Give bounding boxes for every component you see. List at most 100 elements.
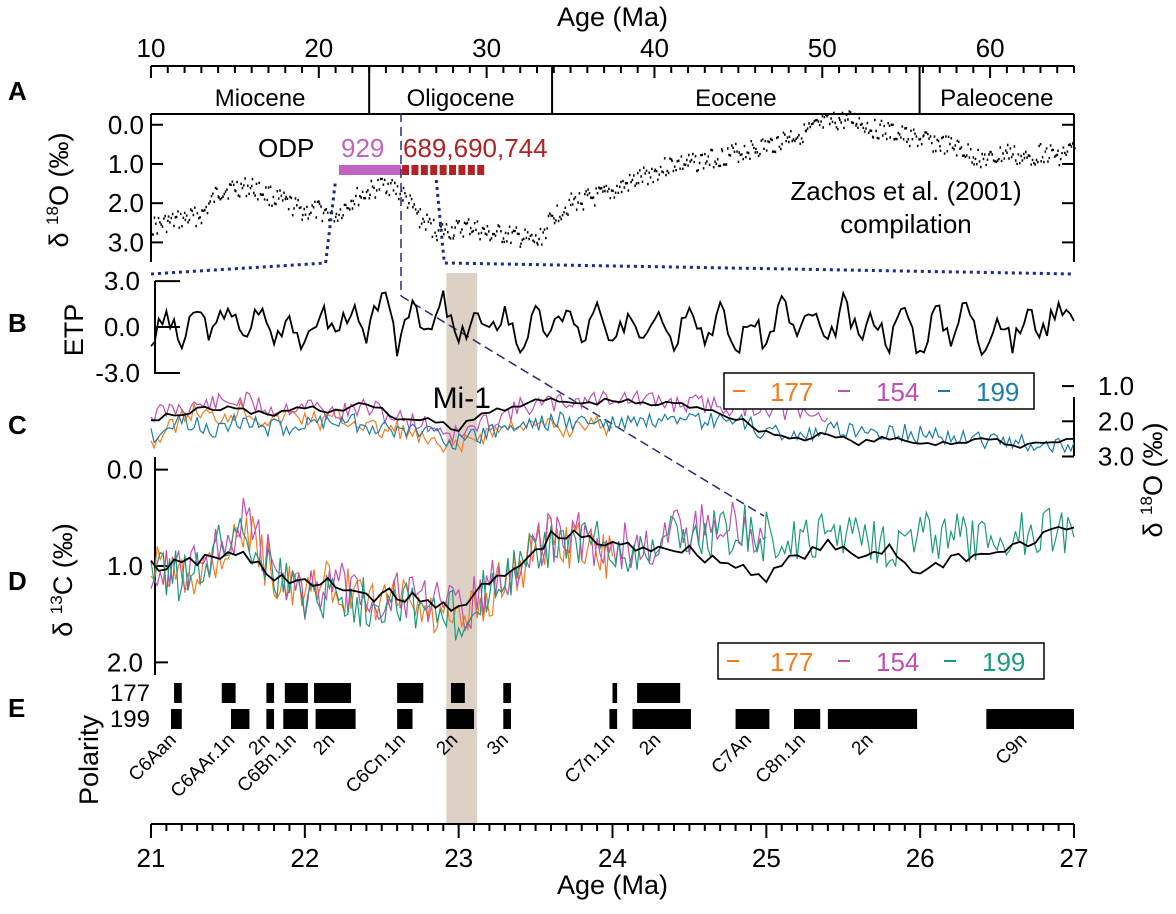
bottom-axis-tick-label: 24	[598, 843, 627, 873]
panel-letter: D	[8, 566, 27, 596]
bottom-axis-tick-label: 27	[1060, 843, 1089, 873]
panel-d-legend-label: 177	[770, 647, 813, 677]
panel-d-legend-label: 199	[982, 647, 1025, 677]
panel-a-ylabel: δ 18O (‰)	[43, 133, 74, 248]
epoch-label: Oligocene	[407, 85, 515, 112]
panel-e-ylabel: Polarity	[74, 714, 104, 805]
chron-label: C6AAr.1n	[167, 730, 239, 802]
top-axis-tick-label: 60	[976, 33, 1005, 63]
panel-d-legend-box	[717, 642, 1045, 680]
site-south-bar-segment	[430, 165, 438, 175]
annotation-line-1: Zachos et al. (2001)	[790, 176, 1021, 206]
chron-label: 2n	[848, 730, 878, 760]
polarity-normal-block	[503, 683, 511, 703]
polarity-normal-block	[230, 709, 250, 729]
zoom-line-left	[150, 179, 338, 276]
panel-c-series-line	[150, 399, 613, 454]
polarity-normal-block	[315, 709, 356, 729]
panel-c-ylabel: δ 18O (‰)	[1137, 423, 1168, 538]
top-axis-tick-label: 10	[137, 33, 166, 63]
panel-a-ytick-label: 0.0	[108, 110, 144, 140]
polarity-normal-block	[266, 683, 275, 703]
chron-label: C9n	[992, 730, 1031, 769]
site-south-bar-segment	[477, 165, 485, 175]
mi1-event-band-layer	[446, 273, 478, 824]
site-south-bar-segment	[439, 165, 447, 175]
event-label-mi1: Mi-1	[433, 382, 491, 415]
panel-d-ytick-label: 1.0	[107, 551, 143, 581]
panel-b-ytick-label: 3.0	[104, 266, 140, 296]
bottom-axis-tick-label: 23	[444, 843, 473, 873]
chron-label: 2n	[309, 730, 339, 760]
panel-d-ytick-label: 0.0	[107, 455, 143, 485]
epoch-label: Paleocene	[940, 85, 1053, 112]
chron-label: C8n.1n	[752, 730, 810, 788]
polarity-site-label: 177	[110, 680, 150, 707]
chron-label: 2n	[635, 730, 665, 760]
bottom-axis-tick-label: 26	[906, 843, 935, 873]
panel-c: 1.0 2.0 3.0 177 154 199 Mi-1 δ 18O (‰)	[150, 371, 1168, 538]
chron-label: 3n	[483, 730, 513, 760]
panel-c-legend-label: 177	[770, 377, 813, 407]
chron-label: C7An	[708, 730, 756, 778]
polarity-normal-block	[314, 683, 351, 703]
panel-c-series-line	[150, 397, 1075, 449]
panel-c-legend-label: 199	[976, 377, 1019, 407]
site-south-bar-segment	[458, 165, 466, 175]
site-south-bar-segment	[402, 165, 410, 175]
panel-letter: A	[8, 76, 27, 106]
etp-line	[150, 290, 1075, 357]
panel-c-ytick-label: 3.0	[1098, 441, 1134, 471]
top-axis-tick-label: 30	[472, 33, 501, 63]
polarity-normal-block	[735, 709, 770, 729]
site-south-bar-segment	[411, 165, 419, 175]
site-929-label: 929	[341, 133, 384, 163]
site-929-bar	[338, 165, 402, 175]
top-axis-tick-label: 20	[304, 33, 333, 63]
polarity-normal-block	[397, 683, 424, 703]
epoch-label: Eocene	[695, 85, 776, 112]
panel-b-ytick-label: 0.0	[104, 312, 140, 342]
panel-letter: B	[8, 308, 27, 338]
polarity-normal-block	[794, 709, 821, 729]
epoch-label: Miocene	[215, 85, 306, 112]
chron-label: C6Aan	[125, 730, 181, 786]
panel-d-ylabel: δ 13C (‰)	[47, 523, 78, 636]
site-south-label: 689,690,744	[403, 133, 548, 163]
site-south-bar-segment	[449, 165, 457, 175]
polarity-normal-block	[637, 683, 681, 703]
top-axis-tick-label: 50	[808, 33, 837, 63]
top-axis-title: Age (Ma)	[557, 2, 668, 32]
panel-a-ytick-label: 3.0	[108, 227, 144, 257]
chron-label: C6Cn.1n	[342, 730, 410, 798]
panel-letter: C	[8, 410, 27, 440]
site-south-bar-segment	[420, 165, 428, 175]
panel-c-legend-label: 154	[876, 377, 919, 407]
panel-letter: E	[8, 693, 25, 723]
site-south-bar-segment	[467, 165, 475, 175]
chron-label: C7n.1n	[561, 730, 619, 788]
polarity-normal-block	[284, 683, 308, 703]
polarity-normal-block	[503, 709, 511, 729]
polarity-normal-block	[397, 709, 413, 729]
bottom-axis-tick-label: 25	[752, 843, 781, 873]
polarity-normal-block	[170, 709, 182, 729]
bottom-age-axis: 21 22 23 24 25 26 27 Age (Ma)	[137, 823, 1089, 900]
polarity-normal-block	[632, 709, 691, 729]
polarity-site-label: 199	[110, 706, 150, 733]
polarity-normal-block	[612, 683, 618, 703]
panel-b-ylabel: ETP	[59, 304, 89, 357]
panel-a-data-points	[151, 110, 1076, 248]
panel-c-ytick-label: 1.0	[1098, 371, 1134, 401]
panel-a-ytick-label: 2.0	[108, 188, 144, 218]
top-axis-tick-label: 40	[640, 33, 669, 63]
panel-d-ytick-label: 2.0	[107, 647, 143, 677]
bottom-axis-title: Age (Ma)	[557, 870, 668, 900]
panel-a: 0.0 1.0 2.0 3.0 ODP 929 689,690,744 Zachos et a…	[43, 110, 1076, 262]
epoch-bar: Miocene Oligocene Eocene Paleocene	[151, 66, 1074, 115]
panel-d-series-line	[150, 504, 1075, 641]
panel-d: 0.0 1.0 2.0 177 154 199 δ 13C (‰)	[47, 455, 1075, 680]
